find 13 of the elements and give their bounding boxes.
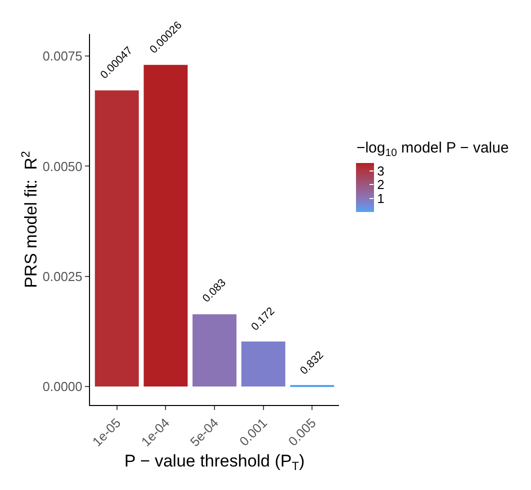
y-tick-label: 0.0025 xyxy=(42,268,82,284)
color-bar-label: 2 xyxy=(377,177,384,192)
x-axis-title: P − value threshold (P$_{T}$) xyxy=(124,451,305,473)
bar xyxy=(94,90,139,386)
color-bar-label: 3 xyxy=(377,163,384,178)
color-bar-label: 1 xyxy=(377,190,384,206)
y-tick-label: 0.0075 xyxy=(42,48,82,64)
y-tick-label: 0.0000 xyxy=(42,379,82,394)
bar xyxy=(144,64,188,386)
bar xyxy=(241,342,286,386)
bar xyxy=(192,314,236,386)
color-bar-title: −log$_{10}$ model P − value xyxy=(356,140,509,159)
y-tick-label: 0.0050 xyxy=(42,158,82,174)
